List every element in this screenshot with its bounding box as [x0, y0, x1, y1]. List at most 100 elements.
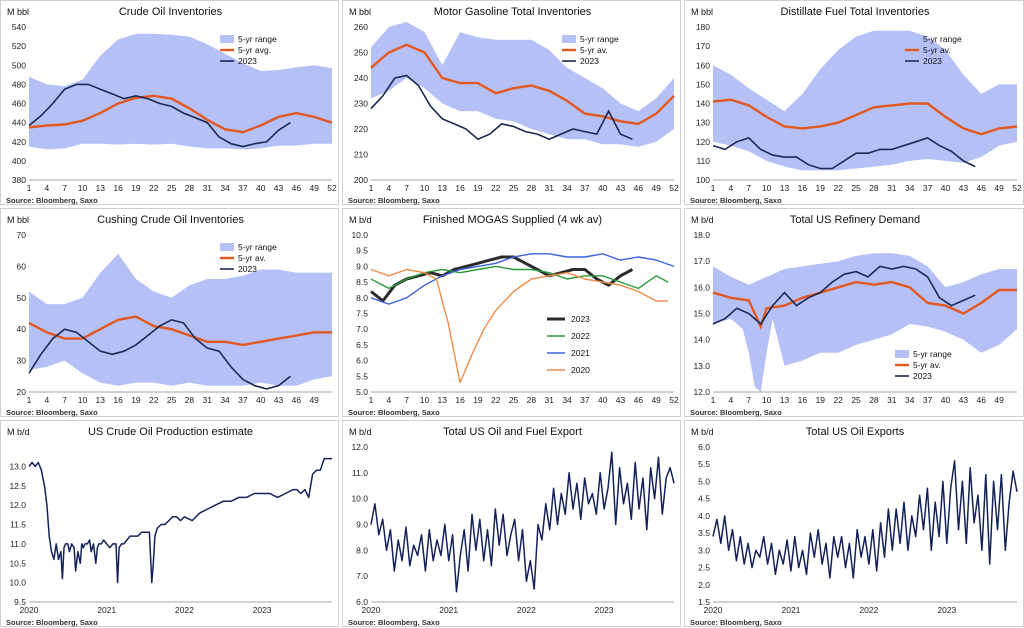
x-tick-label: 19	[131, 183, 141, 193]
chart-panel-7: US Crude Oil Production estimate M b/d 9.5…	[0, 420, 339, 627]
chart-title: Finished MOGAS Supplied (4 wk av)	[423, 214, 602, 226]
y-tick-label: 20	[17, 387, 27, 397]
x-tick-label: 34	[562, 183, 572, 193]
y-tick-label: 7.0	[356, 324, 368, 334]
x-tick-label: 25	[851, 395, 861, 405]
y-axis-unit: M bbl	[7, 7, 29, 17]
y-axis-unit: M b/d	[349, 427, 372, 437]
x-tick-label: 52	[327, 183, 337, 193]
chart-panel-5: Finished MOGAS Supplied (4 wk av) M b/d 5.…	[342, 208, 681, 417]
x-tick-label: 28	[869, 183, 879, 193]
avg-line	[28, 94, 333, 134]
x-tick-label: 37	[580, 395, 590, 405]
x-tick-label: 31	[203, 395, 213, 405]
legend-label: 2023	[238, 56, 257, 66]
x-tick-label: 2022	[859, 605, 878, 615]
series-line	[370, 451, 675, 593]
x-tick-label: 4	[729, 183, 734, 193]
chart-svg: Motor Gasoline Total Inventories M bbl 200…	[348, 6, 679, 205]
range-band	[713, 30, 1017, 171]
x-tick-label: 37	[238, 183, 248, 193]
x-tick-label: 10	[420, 395, 430, 405]
x-tick-label: 34	[562, 395, 572, 405]
x-tick-label: 40	[256, 183, 266, 193]
y-tick-label: 220	[354, 124, 368, 134]
legend-swatch-range	[905, 35, 919, 43]
x-tick-label: 2023	[253, 605, 272, 615]
y-tick-label: 12.5	[9, 481, 26, 491]
y-tick-label: 3.0	[698, 545, 710, 555]
y-tick-label: 13.0	[9, 461, 26, 471]
legend-label: 5-yr av.	[913, 360, 941, 370]
x-tick-label: 31	[203, 183, 213, 193]
y-tick-label: 6.5	[356, 340, 368, 350]
x-tick-label: 43	[274, 395, 284, 405]
source-note: Source: Bloomberg, Saxo	[690, 196, 782, 205]
y-tick-label: 140	[696, 99, 710, 109]
chart-svg: Distillate Fuel Total Inventories M bbl 10…	[690, 6, 1022, 205]
x-tick-label: 40	[941, 395, 951, 405]
y-tick-label: 7.0	[356, 571, 368, 581]
x-tick-label: 25	[167, 183, 177, 193]
y-tick-label: 10.0	[351, 494, 368, 504]
x-tick-label: 28	[185, 183, 195, 193]
source-note: Source: Bloomberg, Saxo	[348, 408, 440, 417]
chart-svg: Total US Refinery Demand M b/d 12.0 13.0 14.…	[690, 214, 1017, 417]
y-tick-label: 110	[696, 156, 710, 166]
x-tick-label: 10	[78, 395, 88, 405]
y-tick-label: 16.0	[693, 282, 710, 292]
x-tick-label: 2021	[439, 605, 458, 615]
y-tick-label: 210	[354, 150, 368, 160]
x-tick-label: 2020	[704, 605, 723, 615]
chart-panel-3: Distillate Fuel Total Inventories M bbl 10…	[684, 0, 1024, 205]
x-tick-label: 22	[149, 395, 159, 405]
x-tick-label: 4	[44, 395, 49, 405]
legend-label: 5-yr range	[923, 34, 962, 44]
x-tick-label: 43	[616, 395, 626, 405]
x-tick-label: 46	[977, 183, 987, 193]
x-tick-label: 52	[1012, 183, 1022, 193]
x-tick-label: 49	[651, 395, 661, 405]
x-tick-label: 16	[798, 395, 808, 405]
y-tick-label: 440	[12, 118, 26, 128]
line-2023	[712, 136, 976, 170]
x-tick-label: 22	[833, 183, 843, 193]
y-tick-label: 250	[354, 48, 368, 58]
x-tick-label: 7	[746, 183, 751, 193]
y-tick-label: 5.0	[356, 387, 368, 397]
legend-swatch-range	[562, 35, 576, 43]
x-tick-label: 7	[404, 395, 409, 405]
x-tick-label: 10	[762, 395, 772, 405]
y-tick-label: 2.5	[698, 563, 710, 573]
x-tick-label: 19	[816, 395, 826, 405]
y-tick-label: 11.0	[10, 539, 26, 549]
y-tick-label: 60	[17, 261, 27, 271]
x-tick-label: 19	[473, 183, 483, 193]
x-tick-label: 13	[96, 395, 106, 405]
legend-label: 2022	[571, 331, 590, 341]
source-note: Source: Bloomberg, Saxo	[6, 196, 98, 205]
y-tick-label: 520	[12, 41, 26, 51]
x-tick-label: 13	[438, 183, 448, 193]
x-tick-label: 25	[509, 183, 519, 193]
x-tick-label: 7	[404, 183, 409, 193]
range-band	[29, 33, 332, 150]
range-band	[29, 253, 332, 386]
y-tick-label: 12.0	[351, 442, 368, 452]
y-tick-label: 11.5	[10, 520, 26, 530]
x-tick-label: 16	[113, 183, 123, 193]
chart-svg: Cushing Crude Oil Inventories M bbl 20 30 40…	[6, 214, 332, 417]
x-tick-label: 4	[386, 395, 391, 405]
y-tick-label: 120	[696, 137, 710, 147]
x-tick-label: 49	[309, 183, 319, 193]
range-band	[713, 253, 1017, 392]
chart-panel-9: Total US Oil Exports M b/d 1.5 2.0 2.5 3.0 3.5…	[684, 420, 1024, 627]
y-tick-label: 7.5	[356, 309, 368, 319]
y-tick-label: 40	[17, 324, 27, 334]
x-tick-label: 2023	[937, 605, 956, 615]
x-tick-label: 22	[491, 395, 501, 405]
